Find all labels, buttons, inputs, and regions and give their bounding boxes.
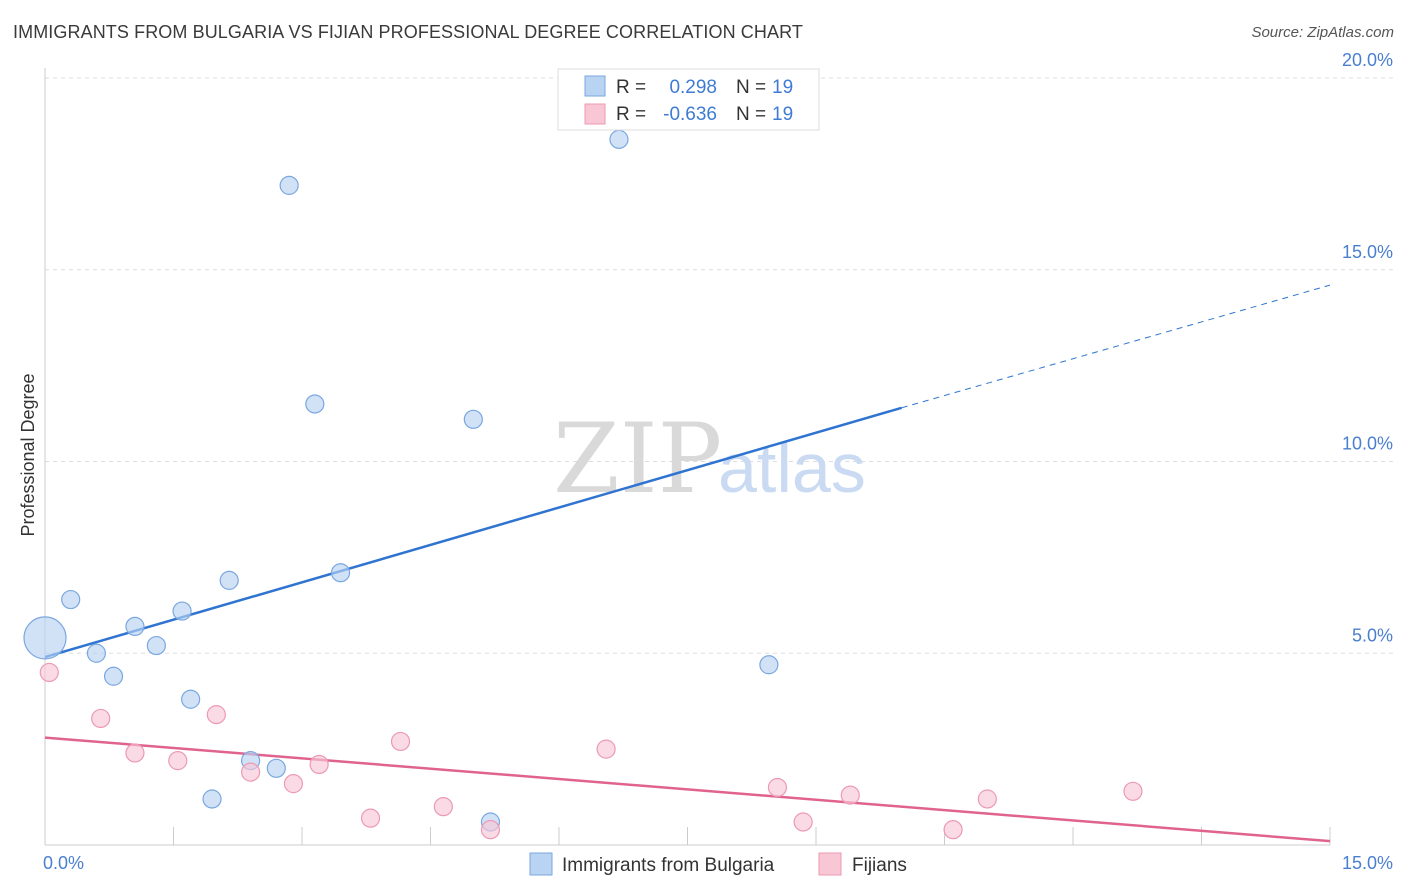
fijian-point-9 — [390, 731, 411, 752]
legend-swatch-blue — [584, 75, 606, 97]
fijian-point-14 — [793, 812, 813, 832]
legend-swatch-pink — [584, 103, 606, 125]
y-tick-label-3: 20.0% — [1342, 50, 1393, 70]
legend-r-value-2: -0.636 — [663, 104, 717, 125]
y-axis-label: Professional Degree — [18, 373, 38, 536]
chart-title: IMMIGRANTS FROM BULGARIA VS FIJIAN PROFE… — [13, 22, 803, 42]
legend-n-label-2: N = — [736, 104, 766, 125]
fijian-point-4 — [206, 705, 226, 725]
x-tick-label-0: 0.0% — [43, 853, 84, 873]
source-label: Source: ZipAtlas.com — [1251, 24, 1394, 41]
fijian-point-10 — [433, 797, 453, 817]
bulgaria-point-14 — [330, 563, 351, 583]
top-legend: R = 0.298 N = 19 R = -0.636 N = 19 — [557, 68, 820, 131]
legend-r-label-1: R = — [616, 77, 646, 98]
fijian-point-11 — [480, 820, 501, 840]
fijian-point-17 — [977, 789, 997, 809]
fijian-point-5 — [241, 762, 261, 782]
fijian-point-15 — [840, 785, 860, 805]
bulgaria-point-3 — [103, 666, 124, 686]
fijian-point-16 — [943, 820, 963, 840]
fijian-point-3 — [168, 751, 188, 771]
fijian-point-7 — [309, 754, 329, 775]
y-tick-label-2: 15.0% — [1342, 242, 1393, 262]
bulgaria-point-2 — [86, 643, 107, 663]
trend-line-bulgaria — [44, 406, 903, 659]
bulgaria-point-1 — [61, 589, 81, 610]
legend-r-label-2: R = — [616, 104, 646, 125]
bulgaria-point-13 — [305, 394, 325, 414]
bulgaria-point-5 — [146, 635, 166, 656]
tick-labels: 5.0% 10.0% 15.0% 20.0% 0.0% 15.0% — [43, 50, 1393, 873]
bulgaria-point-6 — [172, 601, 192, 621]
legend-r-value-1: 0.298 — [669, 77, 717, 98]
watermark: ZIP atlas — [553, 403, 866, 515]
x-tick-label-1: 15.0% — [1342, 853, 1393, 873]
legend-n-value-1: 19 — [772, 77, 793, 98]
bottom-legend-label-blue: Immigrants from Bulgaria — [562, 855, 775, 876]
bottom-legend-swatch-blue — [529, 852, 553, 876]
bottom-legend-swatch-pink — [818, 852, 842, 876]
grid-lines — [45, 77, 1395, 654]
watermark-atlas: atlas — [718, 429, 866, 507]
bulgaria-point-18 — [759, 655, 779, 675]
fijian-point-18 — [1123, 781, 1143, 801]
bulgaria-point-8 — [202, 789, 222, 809]
legend-n-label-1: N = — [736, 77, 766, 98]
fijian-point-12 — [596, 739, 616, 759]
bottom-legend: Immigrants from Bulgaria Fijians — [529, 852, 907, 876]
fijian-point-0 — [39, 662, 59, 683]
fijian-point-2 — [125, 743, 145, 763]
y-tick-label-0: 5.0% — [1352, 625, 1393, 645]
fijian-point-6 — [283, 774, 304, 794]
axes — [44, 68, 1331, 846]
bulgaria-point-12 — [279, 175, 299, 195]
bulgaria-point-17 — [609, 129, 629, 149]
data-points — [23, 129, 1143, 840]
bulgaria-point-7 — [181, 689, 201, 709]
bulgaria-point-0 — [23, 616, 67, 660]
bulgaria-point-4 — [125, 616, 145, 637]
fijian-point-1 — [91, 708, 111, 729]
trend-line-bulgaria-projection — [901, 284, 1331, 409]
y-tick-label-1: 10.0% — [1342, 434, 1393, 454]
bulgaria-point-11 — [266, 758, 286, 778]
bulgaria-point-9 — [219, 570, 239, 590]
legend-n-value-2: 19 — [772, 104, 793, 125]
bottom-legend-label-pink: Fijians — [852, 855, 907, 876]
watermark-zip: ZIP — [553, 403, 722, 515]
fijian-point-8 — [360, 808, 381, 828]
trend-lines — [44, 284, 1331, 843]
bulgaria-point-15 — [463, 409, 483, 429]
trend-line-fijians — [44, 736, 1331, 843]
fijian-point-13 — [767, 777, 788, 798]
